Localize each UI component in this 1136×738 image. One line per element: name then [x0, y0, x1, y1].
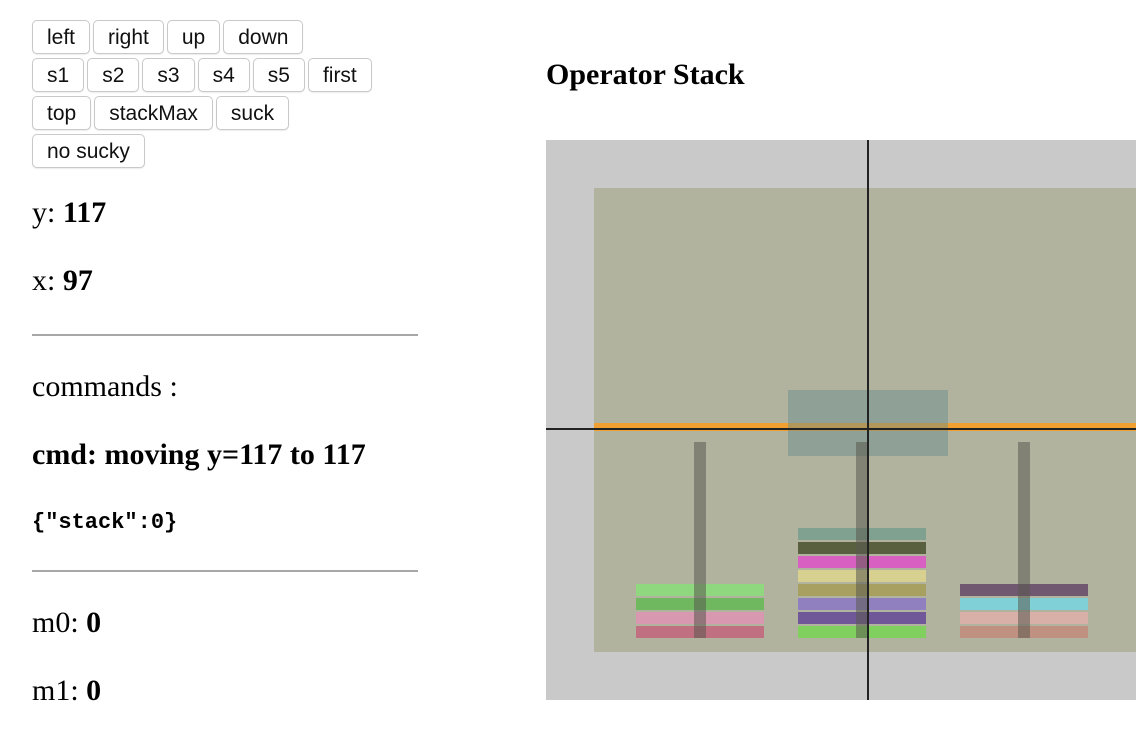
operator-stack-canvas[interactable] [546, 140, 1136, 700]
control-panel: left right up down s1 s2 s3 s4 s5 first … [32, 20, 418, 706]
button-row-2: s1 s2 s3 s4 s5 first [32, 58, 418, 92]
button-row-4: no sucky [32, 134, 418, 168]
stack-rod [856, 442, 868, 638]
s5-button[interactable]: s5 [252, 58, 305, 92]
m1-readout: m1: 0 [32, 676, 418, 706]
guide-line [594, 423, 1136, 431]
stackmax-button[interactable]: stackMax [94, 96, 213, 130]
panel-title: Operator Stack [546, 58, 745, 91]
crosshair-vertical [867, 140, 869, 700]
x-value: 97 [62, 264, 93, 297]
no-sucky-button[interactable]: no sucky [32, 134, 145, 168]
stack-rod [694, 442, 706, 638]
m0-readout: m0: 0 [32, 608, 418, 638]
stack-rod [1018, 442, 1030, 638]
suck-button[interactable]: suck [215, 96, 290, 130]
first-button[interactable]: first [307, 58, 372, 92]
y-value: 117 [62, 196, 107, 229]
command-text: cmd: moving y=117 to 117 [32, 438, 366, 471]
y-readout: y: 117 [32, 198, 418, 228]
s4-button[interactable]: s4 [197, 58, 250, 92]
m1-value: 0 [86, 674, 102, 707]
crosshair-horizontal [546, 428, 1136, 430]
command-json: {"stack":0} [32, 510, 178, 535]
s1-button[interactable]: s1 [32, 58, 85, 92]
m0-label: m0: [32, 606, 87, 639]
m0-value: 0 [86, 606, 102, 639]
x-readout: x: 97 [32, 266, 418, 296]
y-label: y: [32, 196, 63, 229]
m1-label: m1: [32, 674, 87, 707]
button-row-3: top stackMax suck [32, 96, 418, 130]
s3-button[interactable]: s3 [142, 58, 195, 92]
up-button[interactable]: up [166, 20, 221, 54]
down-button[interactable]: down [223, 20, 304, 54]
right-button[interactable]: right [93, 20, 164, 54]
s2-button[interactable]: s2 [87, 58, 140, 92]
top-button[interactable]: top [32, 96, 92, 130]
commands-label: commands : [32, 370, 178, 403]
left-button[interactable]: left [32, 20, 91, 54]
button-row-1: left right up down [32, 20, 418, 54]
divider-top [32, 334, 418, 336]
divider-bottom [32, 570, 418, 572]
x-label: x: [32, 264, 63, 297]
